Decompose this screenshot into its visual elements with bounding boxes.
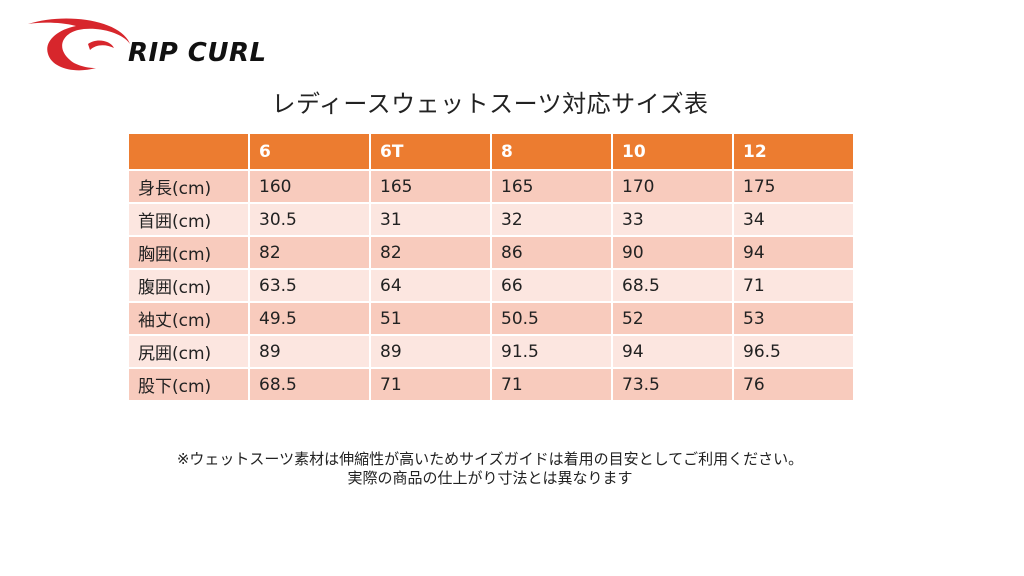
table-row: 腹囲(cm) 63.5 64 66 68.5 71 <box>129 269 855 303</box>
table-cell: 82 <box>370 236 492 270</box>
footnote-line-1: ※ウェットスーツ素材は伸縮性が高いためサイズガイドは着用の目安としてご利用くださ… <box>176 450 804 468</box>
size-table: 6 6T 8 10 12 身長(cm) 160 165 165 170 175 … <box>129 134 855 402</box>
table-cell: 89 <box>370 335 492 369</box>
table-row: 尻囲(cm) 89 89 91.5 94 96.5 <box>129 335 855 369</box>
table-row: 袖丈(cm) 49.5 51 50.5 52 53 <box>129 302 855 336</box>
table-row: 股下(cm) 68.5 71 71 73.5 76 <box>129 368 855 402</box>
table-cell: 63.5 <box>249 269 371 303</box>
table-row: 身長(cm) 160 165 165 170 175 <box>129 170 855 204</box>
table-cell: 52 <box>612 302 734 336</box>
table-cell: 165 <box>370 170 492 204</box>
table-cell: 94 <box>733 236 855 270</box>
header-cell-size: 12 <box>733 134 855 171</box>
table-cell: 51 <box>370 302 492 336</box>
table-cell: 66 <box>491 269 613 303</box>
table-cell: 71 <box>733 269 855 303</box>
table-cell: 76 <box>733 368 855 402</box>
table-cell: 31 <box>370 203 492 237</box>
footnote-line-2: 実際の商品の仕上がり寸法とは異なります <box>347 469 633 487</box>
table-cell: 68.5 <box>249 368 371 402</box>
table-cell: 91.5 <box>491 335 613 369</box>
table-cell: 30.5 <box>249 203 371 237</box>
wave-logo-icon <box>28 18 130 71</box>
row-label: 首囲(cm) <box>129 203 250 237</box>
table-cell: 49.5 <box>249 302 371 336</box>
table-row: 首囲(cm) 30.5 31 32 33 34 <box>129 203 855 237</box>
row-label: 袖丈(cm) <box>129 302 250 336</box>
table-cell: 71 <box>491 368 613 402</box>
table-cell: 86 <box>491 236 613 270</box>
table-cell: 32 <box>491 203 613 237</box>
row-label: 尻囲(cm) <box>129 335 250 369</box>
table-cell: 82 <box>249 236 371 270</box>
brand-logo: RIP CURL <box>26 14 346 76</box>
table-cell: 34 <box>733 203 855 237</box>
header-cell-label <box>129 134 250 171</box>
table-cell: 53 <box>733 302 855 336</box>
table-cell: 73.5 <box>612 368 734 402</box>
table-row: 胸囲(cm) 82 82 86 90 94 <box>129 236 855 270</box>
table-cell: 165 <box>491 170 613 204</box>
header-cell-size: 6 <box>249 134 371 171</box>
row-label: 胸囲(cm) <box>129 236 250 270</box>
header-cell-size: 6T <box>370 134 492 171</box>
table-cell: 170 <box>612 170 734 204</box>
table-cell: 64 <box>370 269 492 303</box>
brand-wordmark: RIP CURL <box>128 38 267 68</box>
table-cell: 96.5 <box>733 335 855 369</box>
table-cell: 50.5 <box>491 302 613 336</box>
table-cell: 71 <box>370 368 492 402</box>
row-label: 股下(cm) <box>129 368 250 402</box>
table-cell: 68.5 <box>612 269 734 303</box>
table-cell: 160 <box>249 170 371 204</box>
row-label: 身長(cm) <box>129 170 250 204</box>
table-cell: 33 <box>612 203 734 237</box>
table-cell: 94 <box>612 335 734 369</box>
page-title: レディースウェットスーツ対応サイズ表 <box>271 90 709 118</box>
table-cell: 175 <box>733 170 855 204</box>
row-label: 腹囲(cm) <box>129 269 250 303</box>
header-cell-size: 10 <box>612 134 734 171</box>
footnote: ※ウェットスーツ素材は伸縮性が高いためサイズガイドは着用の目安としてご利用くださ… <box>0 450 980 488</box>
table-cell: 90 <box>612 236 734 270</box>
table-header-row: 6 6T 8 10 12 <box>129 134 855 171</box>
header-cell-size: 8 <box>491 134 613 171</box>
table-cell: 89 <box>249 335 371 369</box>
